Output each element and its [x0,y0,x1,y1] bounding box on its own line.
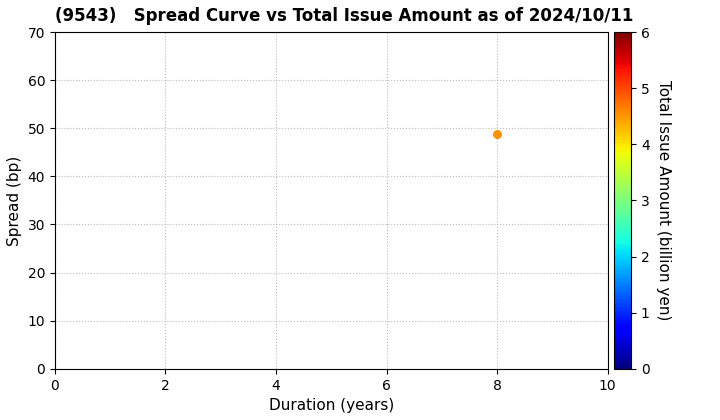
Text: (9543)   Spread Curve vs Total Issue Amount as of 2024/10/11: (9543) Spread Curve vs Total Issue Amoun… [55,7,633,25]
Point [492,131,503,137]
X-axis label: Duration (years): Duration (years) [269,398,394,413]
Y-axis label: Total Issue Amount (billion yen): Total Issue Amount (billion yen) [656,80,670,320]
Y-axis label: Spread (bp): Spread (bp) [7,155,22,246]
